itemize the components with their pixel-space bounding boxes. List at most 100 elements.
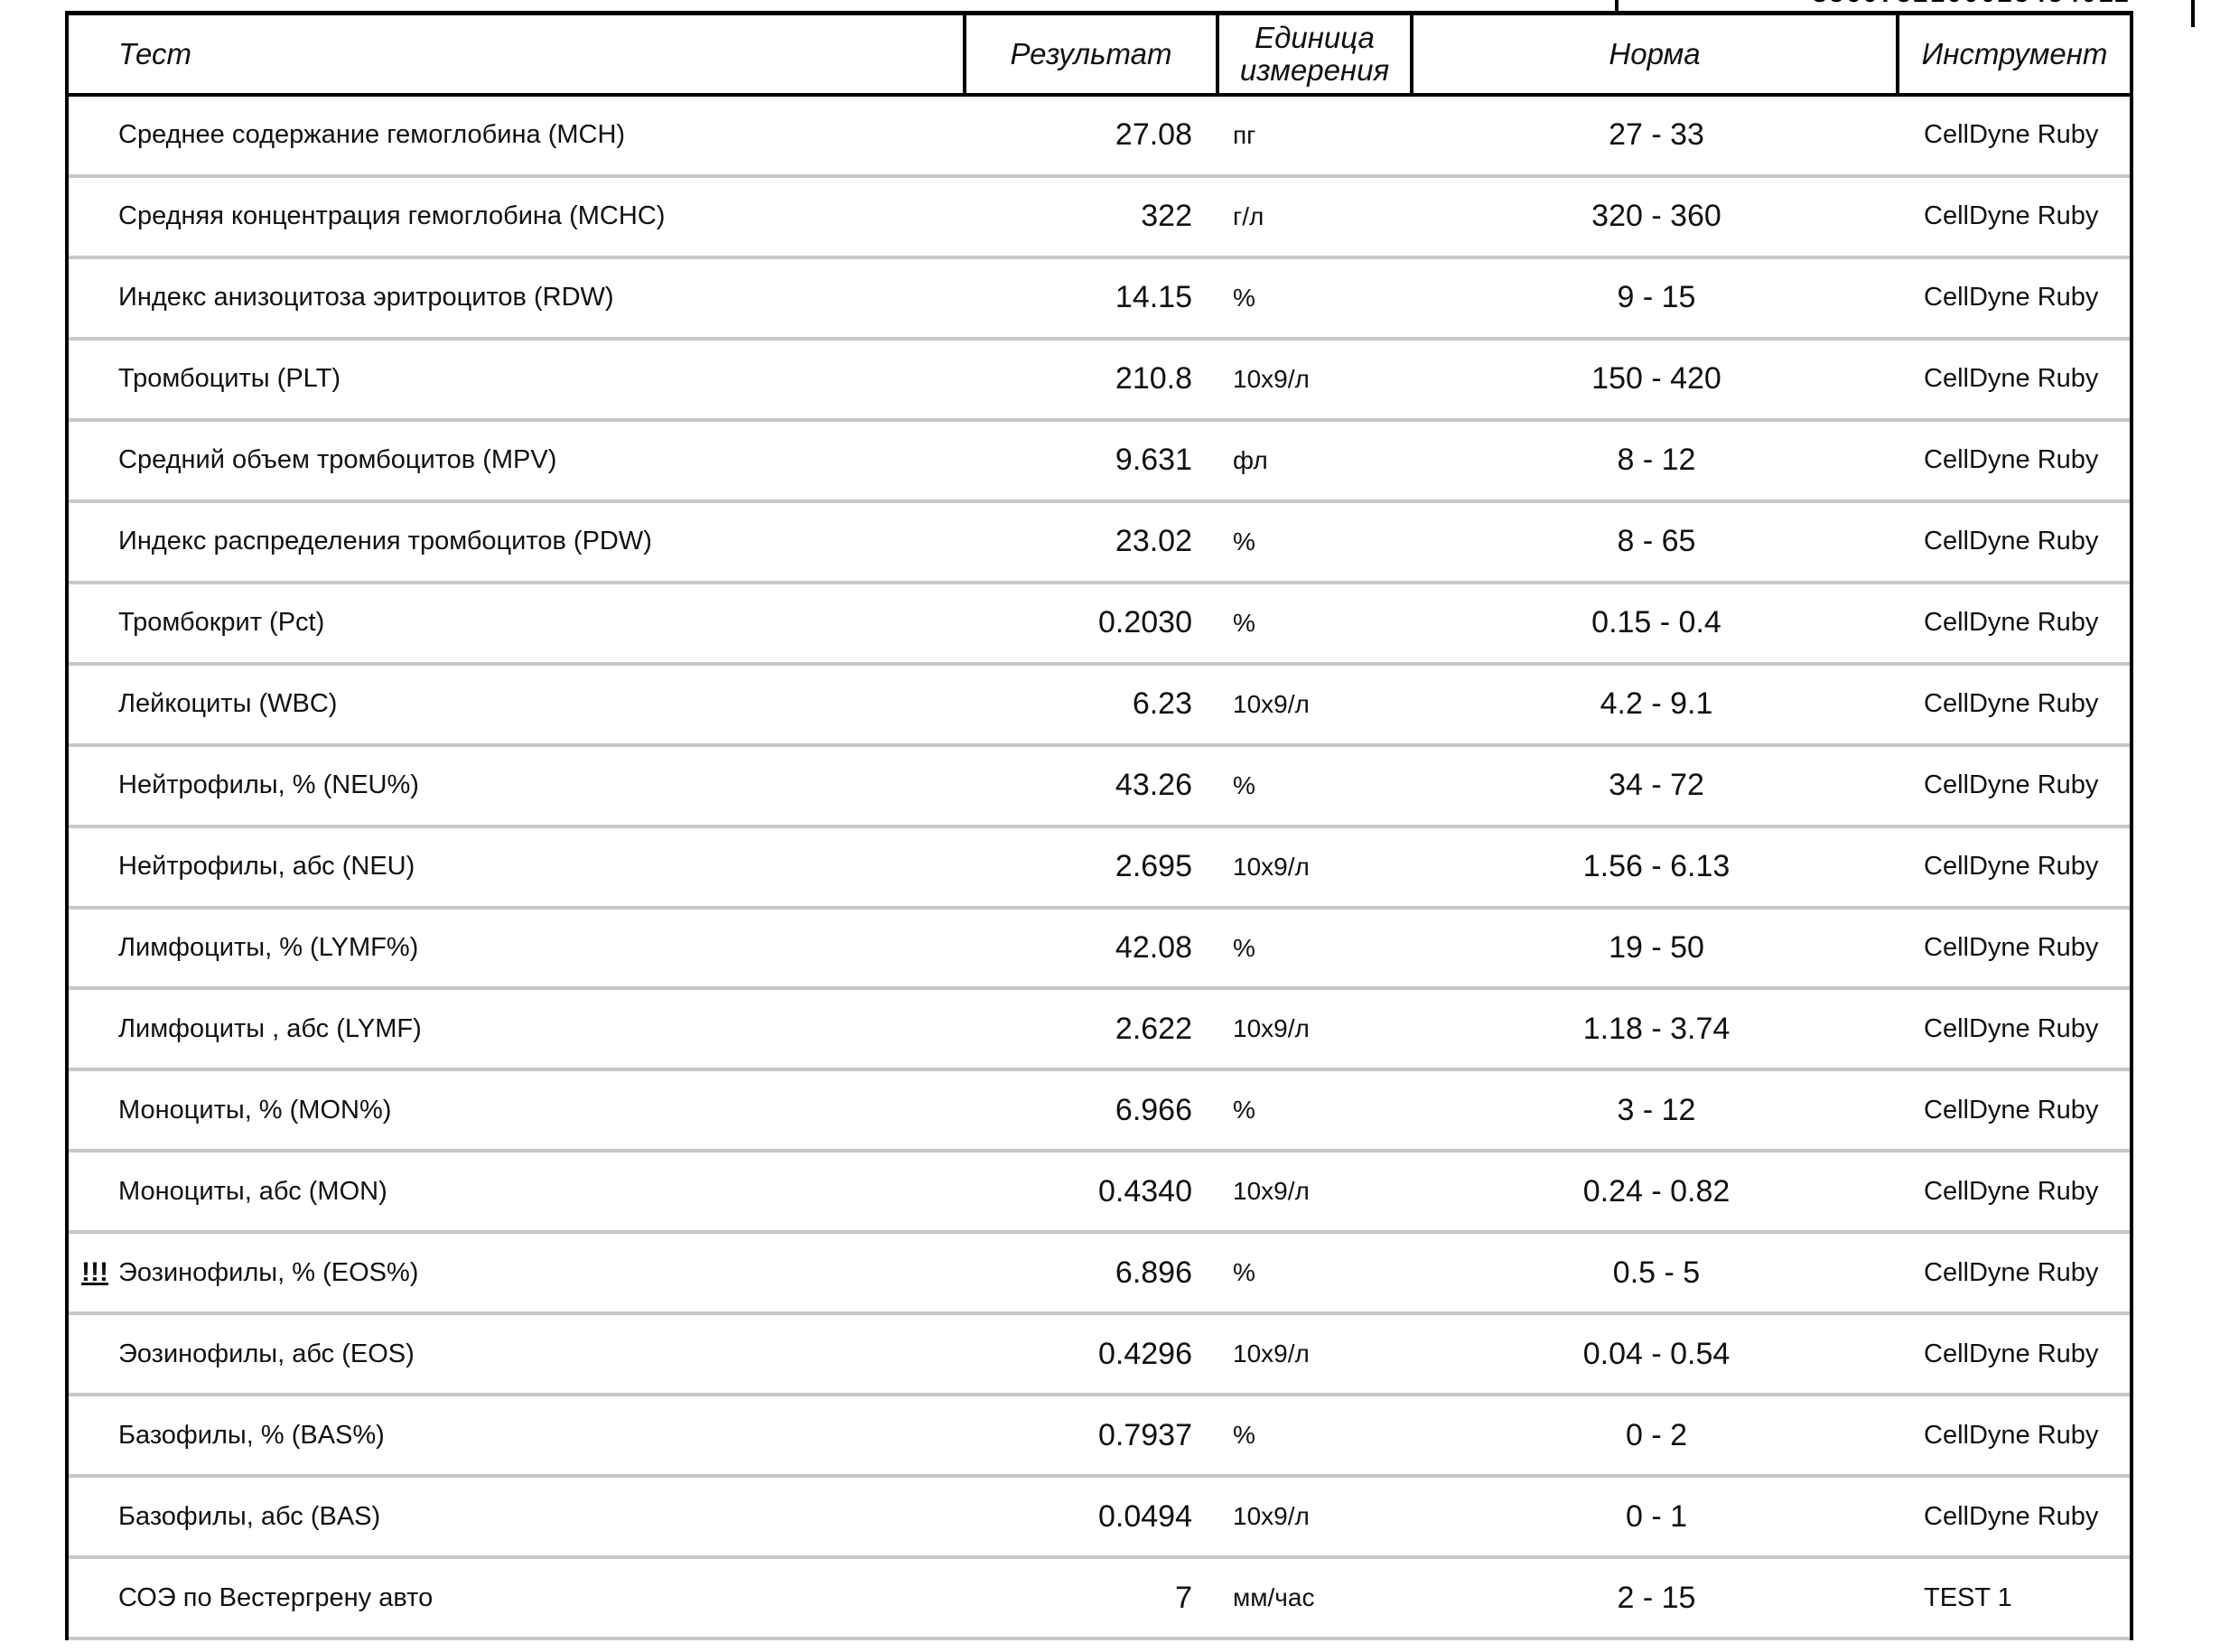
reference-range: 150 - 420	[1591, 361, 1721, 397]
result-value: 322	[1141, 199, 1192, 234]
instrument-name: CellDyne Ruby	[1924, 1501, 2099, 1531]
reference-range: 34 - 72	[1609, 768, 1704, 803]
instrument-name: CellDyne Ruby	[1924, 120, 2099, 150]
reference-range: 0.24 - 0.82	[1582, 1173, 1731, 1209]
result-value: 0.4340	[1098, 1173, 1192, 1209]
result-value: 2.622	[1115, 1011, 1192, 1046]
test-name: Средняя концентрация гемоглобина (MCHC)	[118, 201, 666, 231]
instrument-name: CellDyne Ruby	[1924, 852, 2099, 882]
table-row: Базофилы, абс (BAS) 0.0494 10x9/л 0 - 1 Cell…	[69, 1478, 2130, 1560]
table-row: Лимфоциты, % (LYMF%) 42.08% 19 - 50 CellDyn…	[69, 910, 2130, 991]
test-name: СОЭ по Вестергрену авто	[118, 1582, 434, 1612]
instrument-name: CellDyne Ruby	[1924, 283, 2099, 313]
result-value: 27.08	[1115, 117, 1192, 153]
table-row: Моноциты, % (MON%) 6.966% 3 - 12 CellDyne R…	[69, 1071, 2130, 1153]
unit-of-measure: пг	[1233, 120, 1256, 149]
table-row: Тромбокрит (Pct) 0.2030% 0.15 - 0.4 CellDyn…	[69, 584, 2130, 666]
result-value: 14.15	[1115, 280, 1192, 315]
cutoff-frame-border-line	[2191, 0, 2195, 27]
instrument-name: CellDyne Ruby	[1924, 608, 2099, 638]
table-row: Эозинофилы, абс (EOS) 0.4296 10x9/л 0.04 - …	[69, 1315, 2130, 1397]
test-name: Эозинофилы, % (EOS%)	[118, 1257, 419, 1287]
column-header-unit: Единица измерения	[1219, 15, 1413, 93]
reference-range: 8 - 65	[1617, 524, 1696, 559]
test-name: Нейтрофилы, % (NEU%)	[118, 770, 419, 800]
unit-of-measure: %	[1233, 933, 1255, 962]
table-row: Нейтрофилы, % (NEU%) 43.26% 34 - 72 CellDyn…	[69, 747, 2130, 828]
table-row: Индекс распределения тромбоцитов (PDW) 23…	[69, 503, 2130, 584]
test-name: Лимфоциты, % (LYMF%)	[118, 933, 419, 962]
unit-of-measure: %	[1233, 1258, 1255, 1287]
reference-range: 0.15 - 0.4	[1591, 605, 1721, 640]
instrument-name: CellDyne Ruby	[1924, 1176, 2099, 1206]
test-name: Тромбокрит (Pct)	[118, 608, 325, 638]
table-row: Индекс анизоцитоза эритроцитов (RDW) 14.1…	[69, 259, 2130, 341]
result-value: 6.23	[1132, 686, 1192, 722]
instrument-name: CellDyne Ruby	[1924, 689, 2099, 719]
reference-range: 3 - 12	[1617, 1092, 1696, 1127]
reference-range: 0 - 2	[1625, 1417, 1688, 1452]
instrument-name: CellDyne Ruby	[1924, 1420, 2099, 1450]
unit-of-measure: г/л	[1233, 201, 1264, 230]
result-value: 210.8	[1115, 361, 1192, 397]
clipped-document-number-area: 8560752100025454011	[1813, 0, 2131, 10]
instrument-name: CellDyne Ruby	[1924, 1095, 2099, 1125]
table-row: Базофилы, % (BAS%) 0.7937% 0 - 2 CellDyne R…	[69, 1396, 2130, 1479]
table-header-row: Тест Результат Единица измерения Норма И…	[69, 15, 2130, 97]
lab-results-table: Тест Результат Единица измерения Норма И…	[65, 11, 2133, 1641]
test-name: Моноциты, % (MON%)	[118, 1095, 392, 1125]
result-value: 7	[1175, 1580, 1192, 1615]
instrument-name: CellDyne Ruby	[1924, 1013, 2099, 1043]
reference-range: 4.2 - 9.1	[1600, 686, 1713, 722]
result-value: 0.2030	[1098, 605, 1192, 640]
result-value: 2.695	[1115, 849, 1192, 884]
clipped-document-number: 8560752100025454011	[1813, 0, 2131, 9]
unit-of-measure: 10x9/л	[1233, 689, 1310, 718]
table-row: Лимфоциты , абс (LYMF) 2.622 10x9/л 1.18 - …	[69, 990, 2130, 1072]
result-value: 42.08	[1115, 930, 1192, 965]
instrument-name: CellDyne Ruby	[1924, 445, 2099, 475]
table-body: Среднее содержание гемоглобина (MCH) 27.0…	[69, 97, 2130, 1641]
reference-range: 19 - 50	[1609, 930, 1704, 965]
reference-range: 0.04 - 0.54	[1582, 1336, 1731, 1371]
table-row: СОЭ по Вестергрену авто 7 мм/час 2 - 15 TEST…	[69, 1559, 2130, 1641]
test-name: Лимфоциты , абс (LYMF)	[118, 1013, 422, 1043]
test-name: Индекс анизоцитоза эритроцитов (RDW)	[118, 283, 614, 313]
unit-of-measure: %	[1233, 283, 1255, 312]
instrument-name: CellDyne Ruby	[1924, 1339, 2099, 1368]
cutoff-cell-border-line	[1615, 0, 1619, 13]
reference-range: 8 - 12	[1617, 443, 1696, 478]
column-header-test: Тест	[69, 15, 966, 93]
reference-range: 9 - 15	[1617, 280, 1696, 315]
instrument-name: CellDyne Ruby	[1924, 933, 2099, 962]
test-name: Лейкоциты (WBC)	[118, 689, 338, 719]
instrument-name: CellDyne Ruby	[1924, 1257, 2099, 1287]
table-row: Средняя концентрация гемоглобина (MCHC) 3…	[69, 178, 2130, 259]
table-row: Средний объем тромбоцитов (MPV) 9.631 фл 8 …	[69, 422, 2130, 503]
reference-range: 1.56 - 6.13	[1582, 849, 1731, 884]
result-value: 0.7937	[1098, 1417, 1192, 1452]
result-value: 0.0494	[1098, 1498, 1192, 1534]
instrument-name: CellDyne Ruby	[1924, 201, 2099, 231]
reference-range: 0 - 1	[1625, 1498, 1688, 1534]
test-name: Базофилы, абс (BAS)	[118, 1501, 381, 1531]
instrument-name: CellDyne Ruby	[1924, 364, 2099, 394]
reference-range: 1.18 - 3.74	[1582, 1011, 1731, 1046]
column-header-result: Результат	[966, 15, 1219, 93]
table-row: !!! Эозинофилы, % (EOS%) 6.896% 0.5 - 5 Cell…	[69, 1234, 2130, 1316]
unit-of-measure: %	[1233, 1421, 1255, 1450]
instrument-name: CellDyne Ruby	[1924, 527, 2099, 556]
result-value: 6.966	[1115, 1092, 1192, 1127]
reference-range: 2 - 15	[1617, 1580, 1696, 1615]
unit-of-measure: %	[1233, 608, 1255, 637]
unit-of-measure: %	[1233, 770, 1255, 799]
test-name: Нейтрофилы, абс (NEU)	[118, 852, 415, 882]
column-header-norm: Норма	[1413, 15, 1899, 93]
result-value: 0.4296	[1098, 1336, 1192, 1371]
unit-of-measure: %	[1233, 527, 1255, 555]
reference-range: 0.5 - 5	[1612, 1255, 1701, 1290]
table-row: Моноциты, абс (MON) 0.4340 10x9/л 0.24 - 0.…	[69, 1153, 2130, 1235]
unit-of-measure: %	[1233, 1096, 1255, 1125]
unit-of-measure: 10x9/л	[1233, 1339, 1310, 1368]
